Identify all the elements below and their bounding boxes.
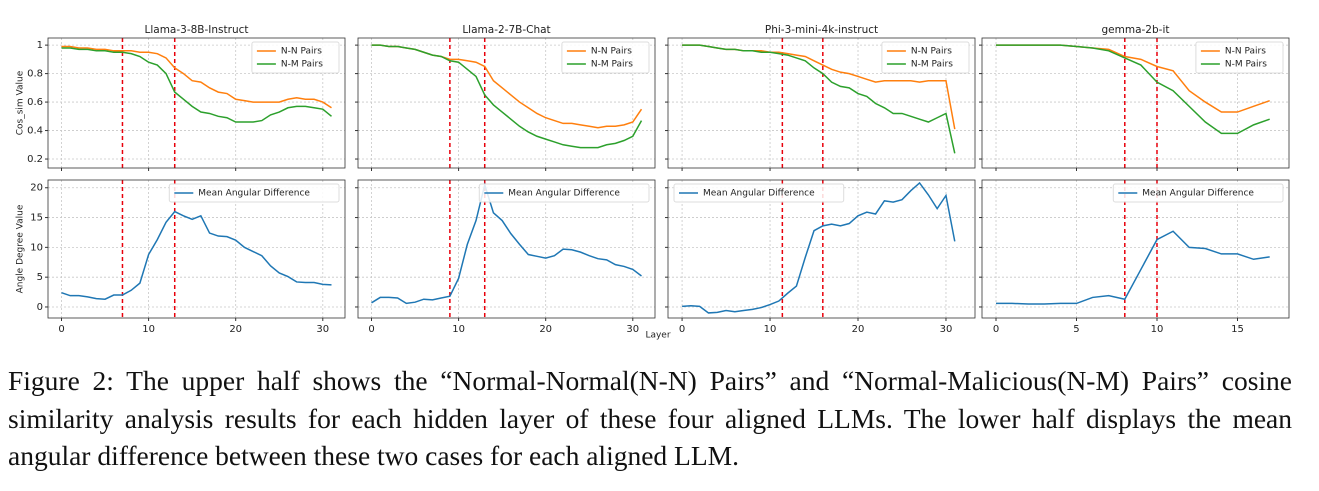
- y-tick-label: 0.6: [27, 97, 43, 108]
- x-tick-label: 10: [142, 324, 155, 335]
- legend-label: Mean Angular Difference: [508, 189, 620, 199]
- series-line: [682, 181, 956, 314]
- legend: N-N Pairs N-M Pairs: [881, 41, 970, 74]
- legend-box: [478, 183, 650, 203]
- x-tick-label: 10: [1151, 324, 1164, 335]
- legend-label: Mean Angular Difference: [198, 189, 310, 199]
- plot-frame: [357, 179, 656, 319]
- series-line: [61, 47, 332, 123]
- y-tick-label: 10: [30, 242, 43, 253]
- y-tick-label: 0: [37, 302, 43, 313]
- legend: Mean Angular Difference: [478, 183, 650, 203]
- x-tick-label: 20: [229, 324, 242, 335]
- legend-box: [673, 183, 845, 203]
- x-tick-label: 30: [940, 324, 953, 335]
- y-axis-label: Angle Degree Value: [16, 204, 26, 293]
- y-tick-label: 0.4: [27, 126, 43, 137]
- legend-label: N-M Pairs: [1225, 60, 1267, 70]
- legend: N-N Pairs N-M Pairs: [561, 41, 650, 74]
- plot-area: [668, 180, 975, 318]
- x-tick-label: 20: [852, 324, 865, 335]
- x-tick-label: 30: [316, 324, 329, 335]
- y-tick-label: 5: [37, 272, 43, 283]
- plot-frame: [47, 179, 346, 319]
- x-tick-label: 0: [993, 324, 999, 335]
- legend: N-N Pairs N-M Pairs: [251, 41, 340, 74]
- legend-box: [1112, 183, 1284, 203]
- y-tick-label: 0.8: [27, 69, 43, 80]
- legend-box: [881, 41, 970, 74]
- plot-frame: [981, 37, 1290, 169]
- x-tick-label: 5: [1073, 324, 1079, 335]
- x-axis-label: Layer: [645, 331, 670, 341]
- y-axis-label: Cos_sim Value: [16, 70, 26, 135]
- legend-label: N-N Pairs: [911, 47, 952, 57]
- legend-label: N-M Pairs: [281, 60, 323, 70]
- legend-label: N-M Pairs: [591, 60, 633, 70]
- x-tick-label: 0: [58, 324, 64, 335]
- series-line: [996, 44, 1270, 135]
- legend-box: [251, 41, 340, 74]
- y-tick-label: 1: [37, 40, 43, 51]
- subplot-title: Llama-2-7B-Chat: [462, 24, 550, 36]
- figure: 0.2 0.4 0.6 0.8 1 N-N Pairs N-M Pairs Llama-3-8…: [16, 24, 1290, 341]
- series-line: [996, 230, 1270, 305]
- series-line: [61, 210, 332, 300]
- x-tick-label: 30: [626, 324, 639, 335]
- x-tick-label: 20: [539, 324, 552, 335]
- legend-label: N-N Pairs: [1225, 47, 1266, 57]
- caption: Figure 2: The upper half shows the “Norm…: [8, 365, 1292, 471]
- series-line: [371, 44, 643, 149]
- legend: N-N Pairs N-M Pairs: [1195, 41, 1284, 74]
- y-tick-label: 20: [30, 183, 43, 194]
- legend: Mean Angular Difference: [168, 183, 340, 203]
- y-tick-label: 0.2: [27, 154, 43, 165]
- plot-frame: [667, 179, 976, 319]
- subplot-title: gemma-2b-it: [1102, 24, 1170, 36]
- plot-area: [48, 180, 345, 318]
- plot-area: [358, 180, 655, 318]
- legend-label: Mean Angular Difference: [1142, 189, 1254, 199]
- legend: Mean Angular Difference: [673, 183, 845, 203]
- x-tick-label: 0: [368, 324, 374, 335]
- legend-label: N-N Pairs: [281, 47, 322, 57]
- plot-frame: [47, 37, 346, 169]
- plot-frame: [981, 179, 1290, 319]
- series-line: [682, 44, 956, 154]
- legend-label: N-M Pairs: [911, 60, 953, 70]
- plot-frame: [357, 37, 656, 169]
- x-tick-label: 15: [1231, 324, 1244, 335]
- legend-label: Mean Angular Difference: [703, 189, 815, 199]
- x-tick-label: 0: [679, 324, 685, 335]
- x-tick-label: 10: [764, 324, 777, 335]
- y-tick-label: 15: [30, 213, 43, 224]
- legend-label: N-N Pairs: [591, 47, 632, 57]
- series-line: [371, 181, 642, 305]
- plot-frame: [667, 37, 976, 169]
- subplot-title: Llama-3-8B-Instruct: [145, 24, 249, 36]
- legend-box: [1195, 41, 1284, 74]
- legend: Mean Angular Difference: [1112, 183, 1284, 203]
- legend-box: [168, 183, 340, 203]
- legend-box: [561, 41, 650, 74]
- subplot-title: Phi-3-mini-4k-instruct: [765, 24, 878, 36]
- x-tick-label: 10: [452, 324, 465, 335]
- series-line: [61, 45, 332, 109]
